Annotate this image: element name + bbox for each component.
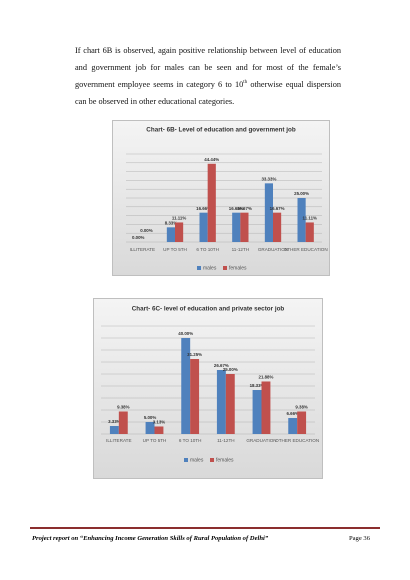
bar: [273, 212, 282, 242]
bar: [175, 222, 184, 242]
data-label: 31.25%: [187, 352, 202, 357]
data-label: 9.38%: [295, 405, 308, 410]
data-label: 33.33%: [261, 176, 276, 181]
bar: [109, 426, 119, 434]
bar: [297, 411, 307, 434]
superscript: th: [243, 80, 248, 86]
bar: [252, 390, 262, 434]
bar: [297, 198, 306, 242]
legend-label: females: [216, 457, 234, 463]
bar: [264, 183, 273, 242]
data-label: 18.33%: [250, 383, 265, 388]
bar: [225, 374, 235, 434]
x-tick-label: UP TO 5TH: [163, 247, 187, 252]
legend-swatch: [223, 266, 227, 270]
data-label: 40.00%: [178, 331, 193, 336]
x-tick-label: 6 TO 10TH: [196, 247, 219, 252]
bar: [154, 426, 164, 434]
bar: [145, 422, 155, 434]
paragraph: If chart 6B is observed, again positive …: [75, 42, 341, 110]
chart-title: Chart- 6C- level of education and privat…: [132, 306, 285, 313]
bar: [240, 212, 249, 242]
bar: [166, 227, 175, 242]
data-label: 16.66%: [196, 206, 211, 211]
data-label: 11.11%: [172, 216, 187, 221]
bar: [207, 163, 216, 242]
x-tick-label: ILLITERATE: [130, 247, 155, 252]
data-label: 3.33%: [108, 419, 121, 424]
data-label: 5.00%: [144, 415, 157, 420]
footer-rule: [30, 527, 380, 529]
legend-label: males: [190, 457, 204, 463]
chart: Chart- 6B- Level of education and govern…: [112, 120, 330, 276]
data-label: 25.00%: [223, 367, 238, 372]
data-label: 8.33%: [165, 220, 178, 225]
x-tick-label: ILLITERATE: [106, 438, 131, 443]
x-tick-label: OTHER EDUCATION: [284, 247, 328, 252]
bar: [288, 418, 298, 434]
text: If chart 6B is observed, again positive …: [75, 46, 341, 89]
data-label: 0.00%: [140, 228, 153, 233]
legend-label: males: [203, 265, 217, 271]
data-label: 16.66%: [229, 206, 244, 211]
x-tick-label: GRADUATION: [246, 438, 276, 443]
chart-background: [93, 298, 323, 479]
bar: [118, 411, 128, 434]
bar: [232, 212, 241, 242]
data-label: 26.67%: [214, 363, 229, 368]
x-tick-label: 11-12TH: [232, 247, 250, 252]
text: otherwise equal dispersion can be observ…: [75, 80, 341, 106]
x-tick-label: 6 TO 10TH: [179, 438, 202, 443]
legend-swatch: [210, 458, 214, 462]
data-label: 16.67%: [270, 206, 285, 211]
data-label: 3.13%: [153, 420, 166, 425]
bar: [181, 338, 191, 434]
legend-swatch: [197, 266, 201, 270]
footer-text: Project report on “Enhancing Income Gene…: [32, 535, 269, 542]
data-label: 0.00%: [132, 235, 145, 240]
data-label: 11.11%: [303, 216, 318, 221]
data-label: 9.38%: [117, 405, 130, 410]
data-label: 16.67%: [237, 206, 252, 211]
data-label: 25.00%: [294, 191, 309, 196]
data-label: 44.44%: [204, 157, 219, 162]
bar: [305, 222, 314, 242]
chart: Chart- 6C- level of education and privat…: [93, 298, 323, 479]
x-tick-label: OTHER EDUCATION: [275, 438, 319, 443]
page-number: Page 36: [348, 535, 370, 542]
x-tick-label: UP TO 5TH: [143, 438, 167, 443]
x-tick-label: GRADUATION: [258, 247, 288, 252]
legend-label: females: [229, 265, 247, 271]
bar: [261, 381, 271, 434]
legend-swatch: [184, 458, 188, 462]
bar: [216, 369, 226, 434]
bar: [199, 212, 208, 242]
x-tick-label: 11-12TH: [217, 438, 235, 443]
data-label: 21.88%: [259, 375, 274, 380]
bar: [190, 359, 200, 434]
chart-title: Chart- 6B- Level of education and govern…: [146, 127, 296, 134]
data-label: 6.66%: [286, 411, 299, 416]
